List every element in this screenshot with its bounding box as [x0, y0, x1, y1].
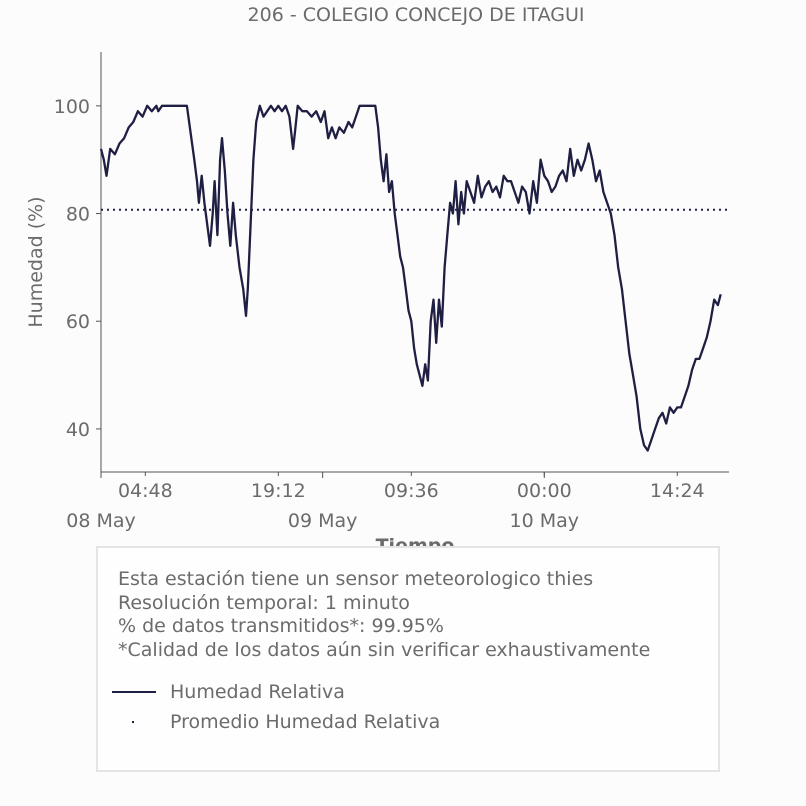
station-notes: Esta estación tiene un sensor meteorolog… — [118, 568, 650, 662]
info-legend-box: Esta estación tiene un sensor meteorolog… — [96, 546, 720, 772]
y-tick-label: 80 — [66, 204, 90, 226]
note-transmitted: % de datos transmitidos*: 99.95% — [118, 615, 444, 637]
legend-item-average: Promedio Humedad Relativa — [112, 710, 440, 734]
humidity-series-line — [99, 104, 722, 452]
x-date-label: 10 May — [510, 510, 580, 532]
legend-line-swatch — [112, 691, 156, 693]
x-tick-label: 19:12 — [251, 480, 306, 502]
humidity-chart: 206 - COLEGIO CONCEJO DE ITAGUI 40 60 80 10… — [25, 4, 729, 557]
note-quality: *Calidad de los datos aún sin verificar … — [118, 638, 651, 661]
x-tick-label: 04:48 — [118, 480, 173, 502]
x-tick-label: 14:24 — [650, 480, 705, 502]
x-date-label: 09 May — [288, 510, 358, 532]
legend-label-average: Promedio Humedad Relativa — [170, 711, 441, 733]
x-date-label: 08 May — [66, 510, 136, 532]
x-tick-label: 00:00 — [517, 480, 572, 502]
plot-area: 40 60 80 100 04:48 19:12 09:36 00:00 14:24 08 May… — [54, 52, 729, 532]
legend-dot-swatch — [112, 710, 156, 734]
y-tick-label: 40 — [66, 419, 90, 441]
note-sensor: Esta estación tiene un sensor meteorolog… — [118, 568, 594, 590]
legend-label-humidity: Humedad Relativa — [170, 681, 345, 703]
legend-item-humidity: Humedad Relativa — [112, 680, 345, 704]
chart-title: 206 - COLEGIO CONCEJO DE ITAGUI — [248, 4, 585, 26]
y-tick-label: 60 — [66, 311, 90, 333]
y-tick-label: 100 — [54, 96, 90, 118]
x-tick-label: 09:36 — [384, 480, 439, 502]
y-axis-label: Humedad (%) — [25, 196, 47, 327]
note-resolution: Resolución temporal: 1 minuto — [118, 591, 410, 614]
